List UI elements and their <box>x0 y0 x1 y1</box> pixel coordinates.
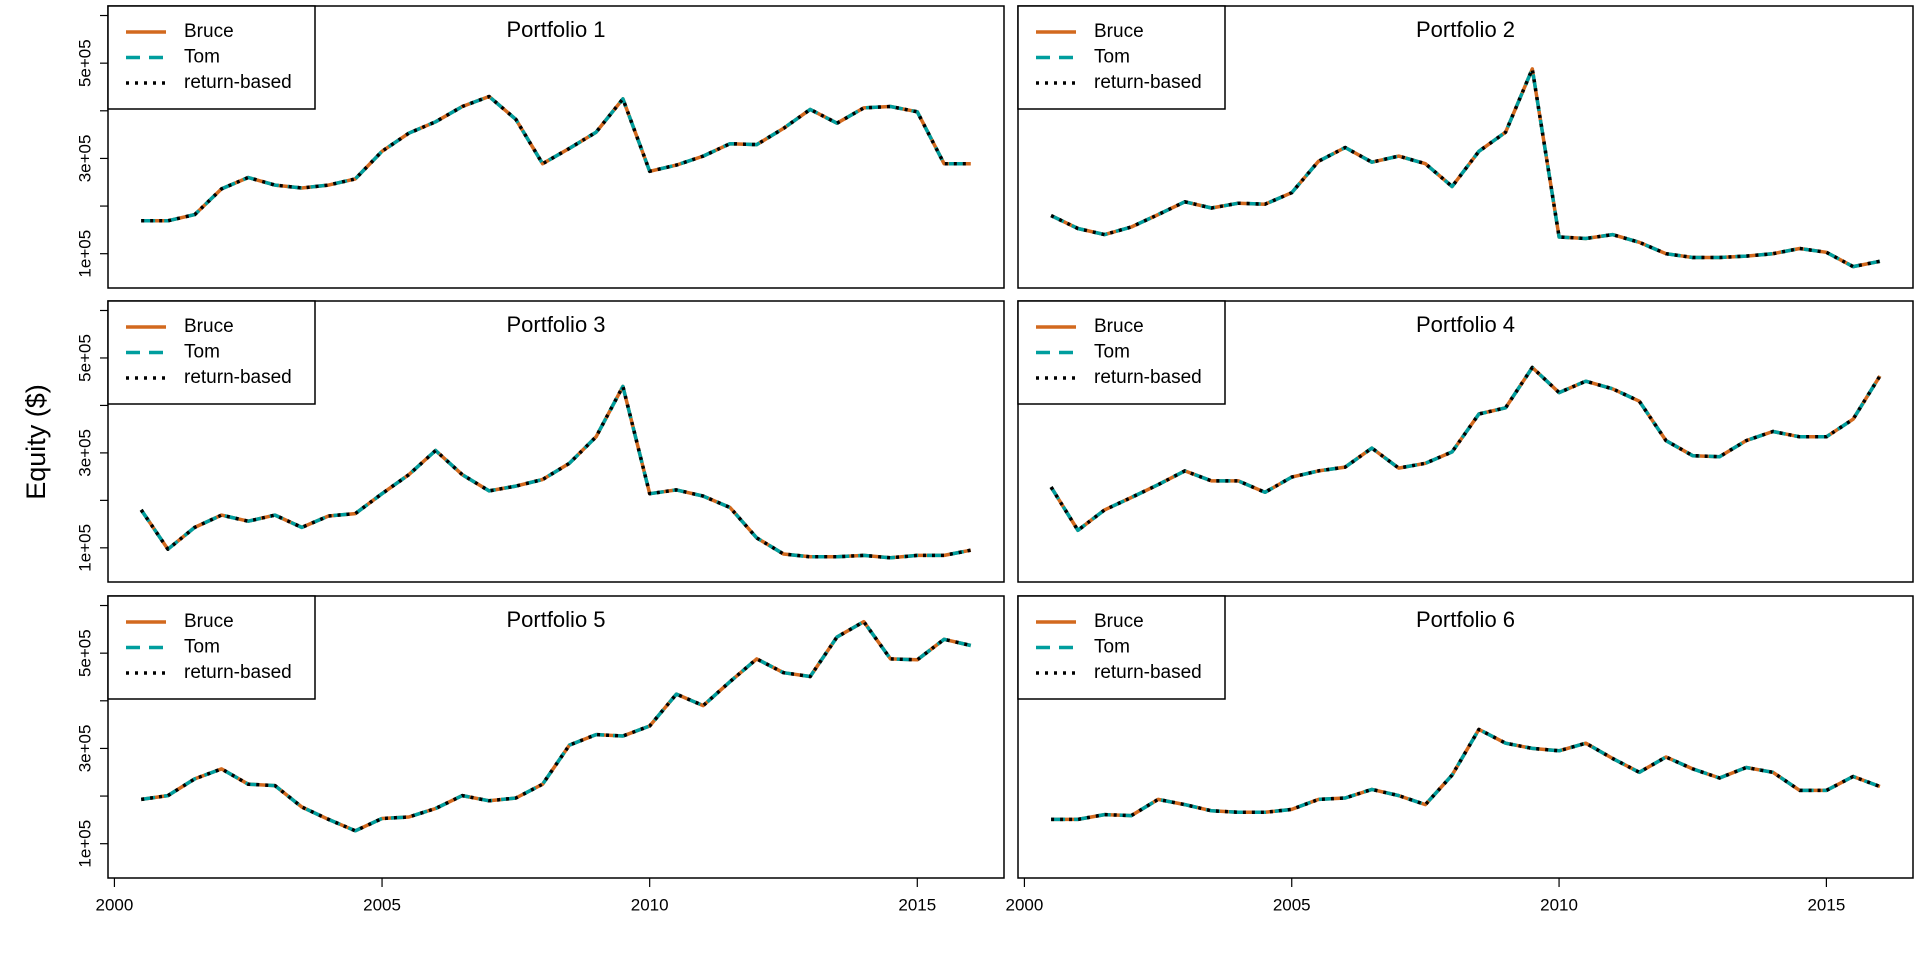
plot-frame <box>107 595 1005 879</box>
legend-label: Tom <box>1094 637 1130 658</box>
legend-label: return-based <box>184 72 292 93</box>
series-line <box>1051 727 1881 822</box>
y-tick-label: 5e+05 <box>75 39 94 87</box>
y-tick-label: 3e+05 <box>75 725 94 773</box>
series-line <box>141 94 971 223</box>
panel-title: Portfolio 1 <box>506 17 605 42</box>
y-axis-label: Equity ($) <box>21 384 51 500</box>
legend-box <box>107 300 316 405</box>
x-tick-label: 2015 <box>1807 895 1845 914</box>
x-tick-label: 2010 <box>631 895 669 914</box>
series-line <box>141 94 971 223</box>
legend-label: Tom <box>184 637 220 658</box>
legend-box <box>1017 300 1226 405</box>
legend-label: return-based <box>1094 662 1202 683</box>
plot-frame <box>1017 300 1914 583</box>
x-tick-label: 2000 <box>96 895 134 914</box>
x-tick-label: 2000 <box>1006 895 1044 914</box>
y-tick-label: 1e+05 <box>75 230 94 278</box>
series-line <box>1051 727 1881 822</box>
x-tick-label: 2010 <box>1540 895 1578 914</box>
legend-label: Bruce <box>1094 611 1144 632</box>
legend-label: Tom <box>184 342 220 363</box>
plot-frame <box>1017 5 1914 289</box>
series-line <box>1051 727 1881 822</box>
legend-label: return-based <box>184 662 292 683</box>
legend-label: Bruce <box>184 611 234 632</box>
x-tick-label: 2005 <box>363 895 401 914</box>
plot-frame <box>107 300 1005 583</box>
legend-box <box>1017 595 1226 700</box>
y-tick-label: 3e+05 <box>75 135 94 183</box>
legend-label: Bruce <box>184 316 234 337</box>
legend-label: Tom <box>184 47 220 68</box>
panel-title: Portfolio 2 <box>1416 17 1515 42</box>
series-line <box>1050 67 1881 269</box>
legend-label: Bruce <box>1094 316 1144 337</box>
legend-label: return-based <box>184 367 292 388</box>
legend-label: return-based <box>1094 367 1202 388</box>
legend-label: Tom <box>1094 47 1130 68</box>
x-tick-label: 2005 <box>1273 895 1311 914</box>
series-line <box>139 384 972 560</box>
legend-label: return-based <box>1094 72 1202 93</box>
legend-label: Bruce <box>184 21 234 42</box>
legend-box <box>107 595 316 700</box>
plot-frame <box>1017 595 1914 879</box>
panel-title: Portfolio 3 <box>506 312 605 337</box>
y-tick-label: 1e+05 <box>75 820 94 868</box>
panel-title: Portfolio 5 <box>506 607 605 632</box>
x-tick-label: 2015 <box>898 895 936 914</box>
series-line <box>1049 365 1882 533</box>
y-tick-label: 5e+05 <box>75 629 94 677</box>
series-line <box>141 94 971 223</box>
series-line <box>140 619 972 833</box>
panel-title: Portfolio 6 <box>1416 607 1515 632</box>
legend-label: Bruce <box>1094 21 1144 42</box>
series-line <box>140 619 972 833</box>
legend-box <box>1017 5 1226 110</box>
plot-frame <box>107 5 1005 289</box>
y-tick-label: 1e+05 <box>75 524 94 572</box>
y-tick-label: 3e+05 <box>75 429 94 477</box>
panel-title: Portfolio 4 <box>1416 312 1515 337</box>
legend-label: Tom <box>1094 342 1130 363</box>
y-tick-label: 5e+05 <box>75 334 94 382</box>
legend-box <box>107 5 316 110</box>
series-line <box>139 384 972 560</box>
